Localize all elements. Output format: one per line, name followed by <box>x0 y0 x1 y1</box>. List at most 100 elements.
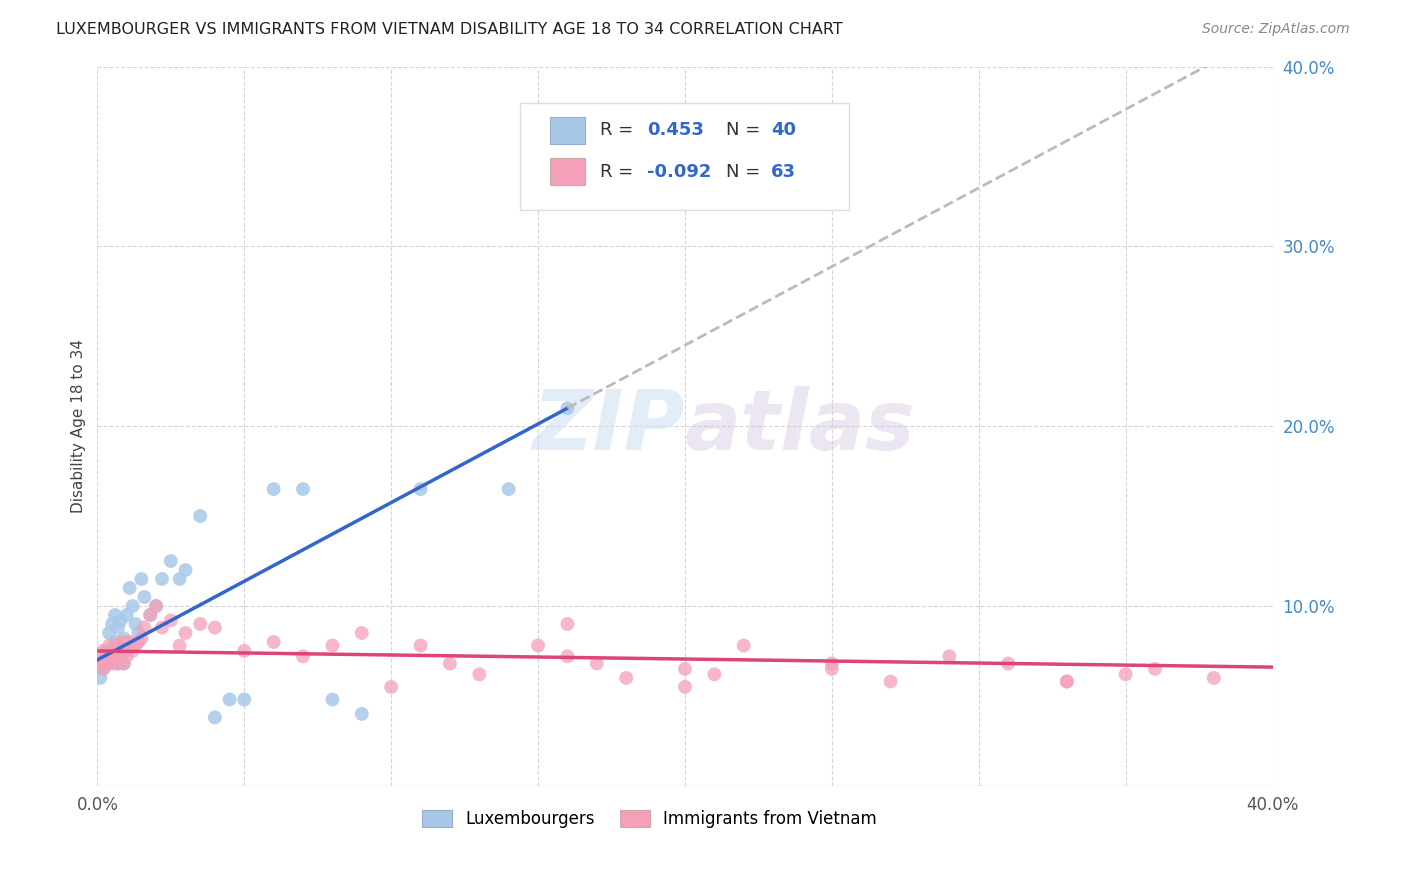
Point <box>107 657 129 671</box>
Point <box>96 657 118 671</box>
Point <box>614 671 637 685</box>
Point <box>112 657 135 671</box>
Point <box>124 639 146 653</box>
Point <box>96 644 118 658</box>
Point <box>131 632 153 646</box>
Point <box>292 649 315 664</box>
Point <box>159 554 181 568</box>
Point <box>321 639 343 653</box>
Point <box>104 607 127 622</box>
Text: LUXEMBOURGER VS IMMIGRANTS FROM VIETNAM DISABILITY AGE 18 TO 34 CORRELATION CHAR: LUXEMBOURGER VS IMMIGRANTS FROM VIETNAM … <box>56 22 844 37</box>
Point <box>98 653 121 667</box>
Point <box>409 639 432 653</box>
Point <box>188 509 211 524</box>
Point <box>557 401 579 416</box>
Point <box>380 680 402 694</box>
Point <box>145 599 167 613</box>
Point <box>112 657 135 671</box>
Point <box>409 482 432 496</box>
Point <box>673 680 696 694</box>
Point <box>174 626 197 640</box>
Point <box>86 657 108 671</box>
Legend: Luxembourgers, Immigrants from Vietnam: Luxembourgers, Immigrants from Vietnam <box>416 804 884 835</box>
Point <box>115 607 138 622</box>
Point <box>124 617 146 632</box>
Point <box>96 653 118 667</box>
Point <box>118 635 141 649</box>
Point <box>350 626 373 640</box>
Text: R =: R = <box>600 162 640 180</box>
Point <box>96 649 118 664</box>
Point <box>139 607 162 622</box>
Point <box>585 657 607 671</box>
Point <box>439 657 461 671</box>
Y-axis label: Disability Age 18 to 34: Disability Age 18 to 34 <box>72 339 86 513</box>
Point <box>1202 671 1225 685</box>
Point <box>673 662 696 676</box>
Point <box>233 692 256 706</box>
Point <box>879 674 901 689</box>
Point <box>169 572 191 586</box>
Point <box>101 649 124 664</box>
Point <box>104 639 127 653</box>
Point <box>115 649 138 664</box>
Point <box>91 662 114 676</box>
Point <box>107 621 129 635</box>
Point <box>1056 674 1078 689</box>
Point <box>91 644 114 658</box>
Text: 63: 63 <box>770 162 796 180</box>
Point <box>468 667 491 681</box>
Point <box>139 607 162 622</box>
Text: atlas: atlas <box>685 385 915 467</box>
Point <box>127 635 149 649</box>
Point <box>101 644 124 658</box>
Point <box>118 581 141 595</box>
Point <box>150 621 173 635</box>
Point <box>703 667 725 681</box>
Point <box>101 657 124 671</box>
Point <box>121 599 143 613</box>
Point <box>159 613 181 627</box>
Point <box>134 621 156 635</box>
Text: Source: ZipAtlas.com: Source: ZipAtlas.com <box>1202 22 1350 37</box>
Point <box>188 617 211 632</box>
FancyBboxPatch shape <box>520 103 849 211</box>
Text: -0.092: -0.092 <box>647 162 711 180</box>
Point <box>169 639 191 653</box>
Point <box>350 706 373 721</box>
Point <box>121 644 143 658</box>
Text: 40: 40 <box>770 121 796 139</box>
FancyBboxPatch shape <box>550 158 585 186</box>
Point <box>292 482 315 496</box>
Point <box>821 657 844 671</box>
Point <box>218 692 240 706</box>
Point <box>321 692 343 706</box>
Point <box>89 671 111 685</box>
Point <box>150 572 173 586</box>
Text: ZIP: ZIP <box>533 385 685 467</box>
Point <box>263 482 285 496</box>
Point <box>107 657 129 671</box>
Point <box>107 644 129 658</box>
Point <box>1115 667 1137 681</box>
Point <box>233 644 256 658</box>
Point <box>101 617 124 632</box>
Point <box>134 590 156 604</box>
Text: R =: R = <box>600 121 640 139</box>
Point <box>89 653 111 667</box>
Point <box>110 649 132 664</box>
Point <box>263 635 285 649</box>
Point <box>89 657 111 671</box>
Point <box>112 639 135 653</box>
Point <box>131 572 153 586</box>
Point <box>91 662 114 676</box>
Point <box>498 482 520 496</box>
Point <box>557 617 579 632</box>
Point <box>104 635 127 649</box>
Point <box>997 657 1019 671</box>
Point <box>1056 674 1078 689</box>
Point <box>938 649 960 664</box>
Point <box>1143 662 1166 676</box>
Point <box>98 626 121 640</box>
Point <box>127 626 149 640</box>
